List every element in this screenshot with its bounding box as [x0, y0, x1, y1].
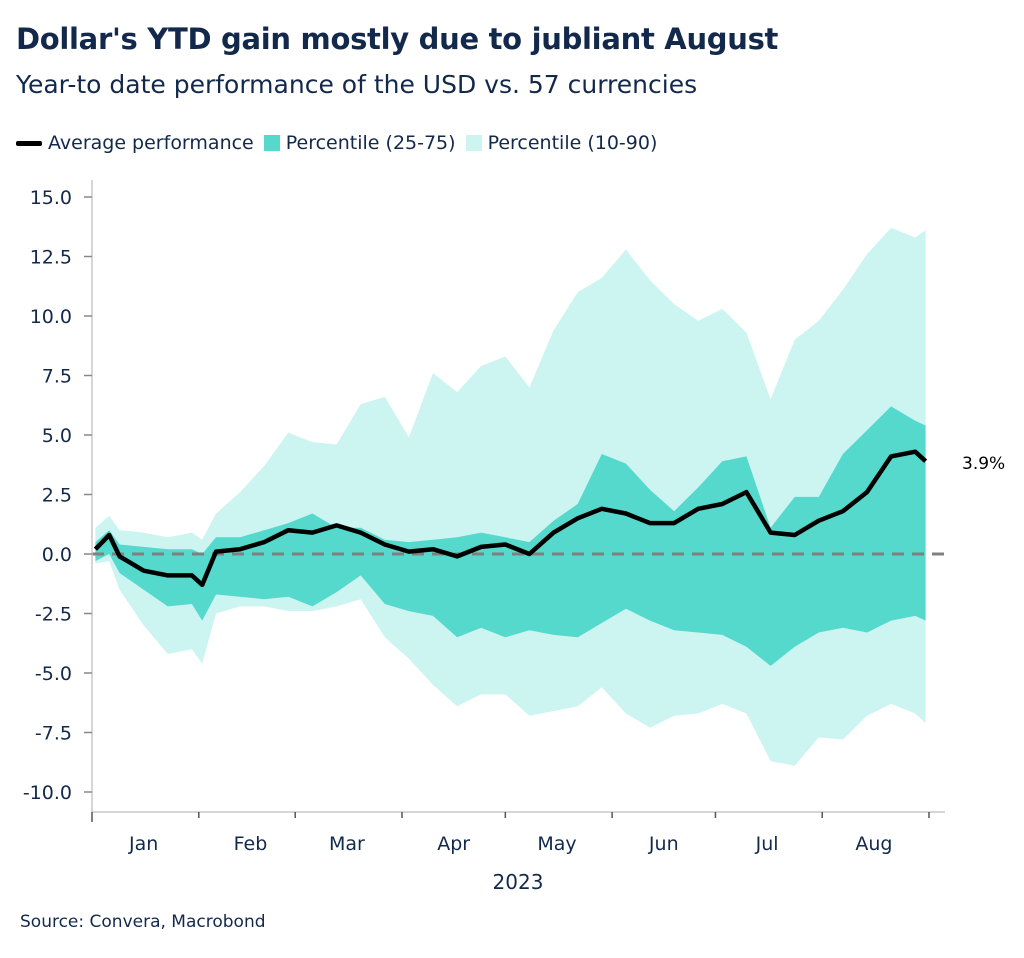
legend-swatch-average — [16, 140, 42, 146]
legend-label-p25-75: Percentile (25-75) — [285, 132, 456, 154]
average-performance-line — [93, 449, 928, 588]
legend-item-p10-90: Percentile (10-90) — [465, 132, 658, 154]
x-tick-label: Jul — [755, 833, 779, 855]
x-tick-label: Jan — [128, 833, 158, 855]
y-tick-label: -10.0 — [23, 782, 72, 804]
legend-swatch-p25-75 — [263, 135, 280, 151]
x-tick-label: May — [537, 833, 576, 855]
y-tick-label: -7.5 — [35, 723, 72, 745]
y-tick-label: 2.5 — [42, 485, 72, 507]
chart-subtitle: Year-to date performance of the USD vs. … — [16, 70, 698, 99]
y-tick-label: 12.5 — [30, 247, 72, 269]
y-tick-label: 0.0 — [42, 544, 72, 566]
y-tick-label: -5.0 — [35, 663, 72, 685]
chart-title: Dollar's YTD gain mostly due to jubliant… — [16, 22, 779, 56]
y-tick-label: 10.0 — [30, 306, 72, 328]
legend-label-p10-90: Percentile (10-90) — [487, 132, 658, 154]
x-tick-label: Aug — [855, 833, 892, 855]
x-axis-year-label: 2023 — [493, 870, 544, 894]
end-value-label: 3.9% — [962, 454, 1005, 474]
y-tick-label: 7.5 — [42, 366, 72, 388]
percentile-25-75-band — [95, 406, 926, 666]
legend-swatch-p10-90 — [465, 135, 482, 151]
legend-item-p25-75: Percentile (25-75) — [263, 132, 456, 154]
source-note: Source: Convera, Macrobond — [20, 912, 266, 932]
legend: Average performance Percentile (25-75) P… — [16, 132, 667, 154]
legend-item-average: Average performance — [16, 132, 254, 154]
x-tick-label: Apr — [437, 833, 470, 855]
y-tick-label: -2.5 — [35, 604, 72, 626]
y-tick-label: 15.0 — [30, 187, 72, 209]
x-tick-label: Jun — [648, 833, 679, 855]
percentile-10-90-band — [95, 227, 926, 766]
x-tick-label: Mar — [329, 833, 365, 855]
legend-label-average: Average performance — [48, 132, 254, 154]
y-tick-label: 5.0 — [42, 425, 72, 447]
x-tick-label: Feb — [234, 833, 268, 855]
